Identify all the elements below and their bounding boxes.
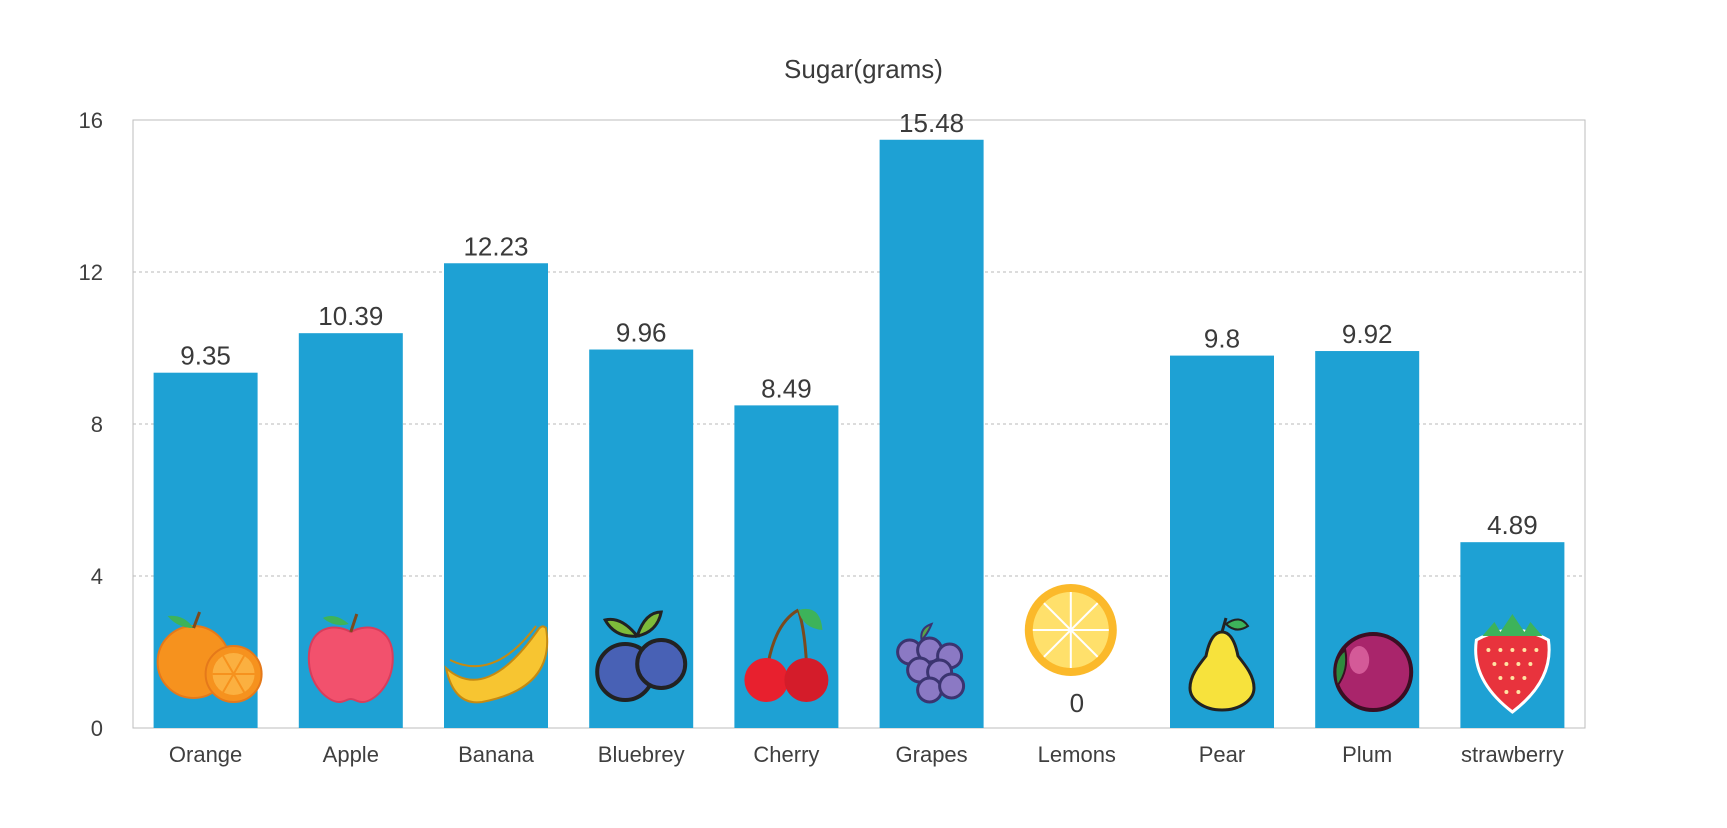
lemon-icon (1024, 584, 1117, 676)
bar-value-label: 9.96 (616, 318, 667, 348)
x-category-label: Bluebrey (598, 742, 685, 767)
y-tick-label: 0 (91, 716, 103, 741)
banana-icon (444, 625, 549, 704)
plot-frame (132, 119, 1586, 729)
x-category-label: strawberry (1461, 742, 1564, 767)
strawberry-icon (1474, 614, 1551, 714)
apple-icon (307, 613, 394, 704)
bar-value-label: 15.48 (899, 108, 964, 138)
bar-value-label: 0 (1070, 688, 1084, 718)
cherry-icon (744, 608, 829, 702)
blueberry-icon (595, 610, 688, 702)
x-category-label: Orange (169, 742, 242, 767)
orange-icon (156, 611, 263, 703)
x-category-label: Grapes (896, 742, 968, 767)
y-tick-label: 4 (91, 564, 103, 589)
y-tick-label: 12 (79, 260, 103, 285)
bar-value-label: 8.49 (761, 373, 812, 403)
plum-icon (1333, 632, 1414, 712)
bar-value-label: 10.39 (318, 301, 383, 331)
x-category-label: Apple (323, 742, 379, 767)
bar-value-label: 9.35 (180, 341, 231, 371)
bar-value-label: 9.92 (1342, 319, 1393, 349)
bar-value-label: 4.89 (1487, 510, 1538, 540)
x-category-label: Pear (1199, 742, 1245, 767)
bar-value-label: 9.8 (1204, 324, 1240, 354)
x-category-label: Lemons (1038, 742, 1116, 767)
x-category-label: Plum (1342, 742, 1392, 767)
chart-title: Sugar(grams) (784, 54, 943, 84)
y-tick-label: 16 (79, 108, 103, 133)
y-tick-label: 8 (91, 412, 103, 437)
x-category-label: Banana (458, 742, 535, 767)
x-category-label: Cherry (753, 742, 819, 767)
bar (879, 139, 984, 728)
bar-value-label: 12.23 (463, 231, 528, 261)
grapes-icon (896, 622, 966, 704)
pear-icon (1188, 617, 1256, 712)
